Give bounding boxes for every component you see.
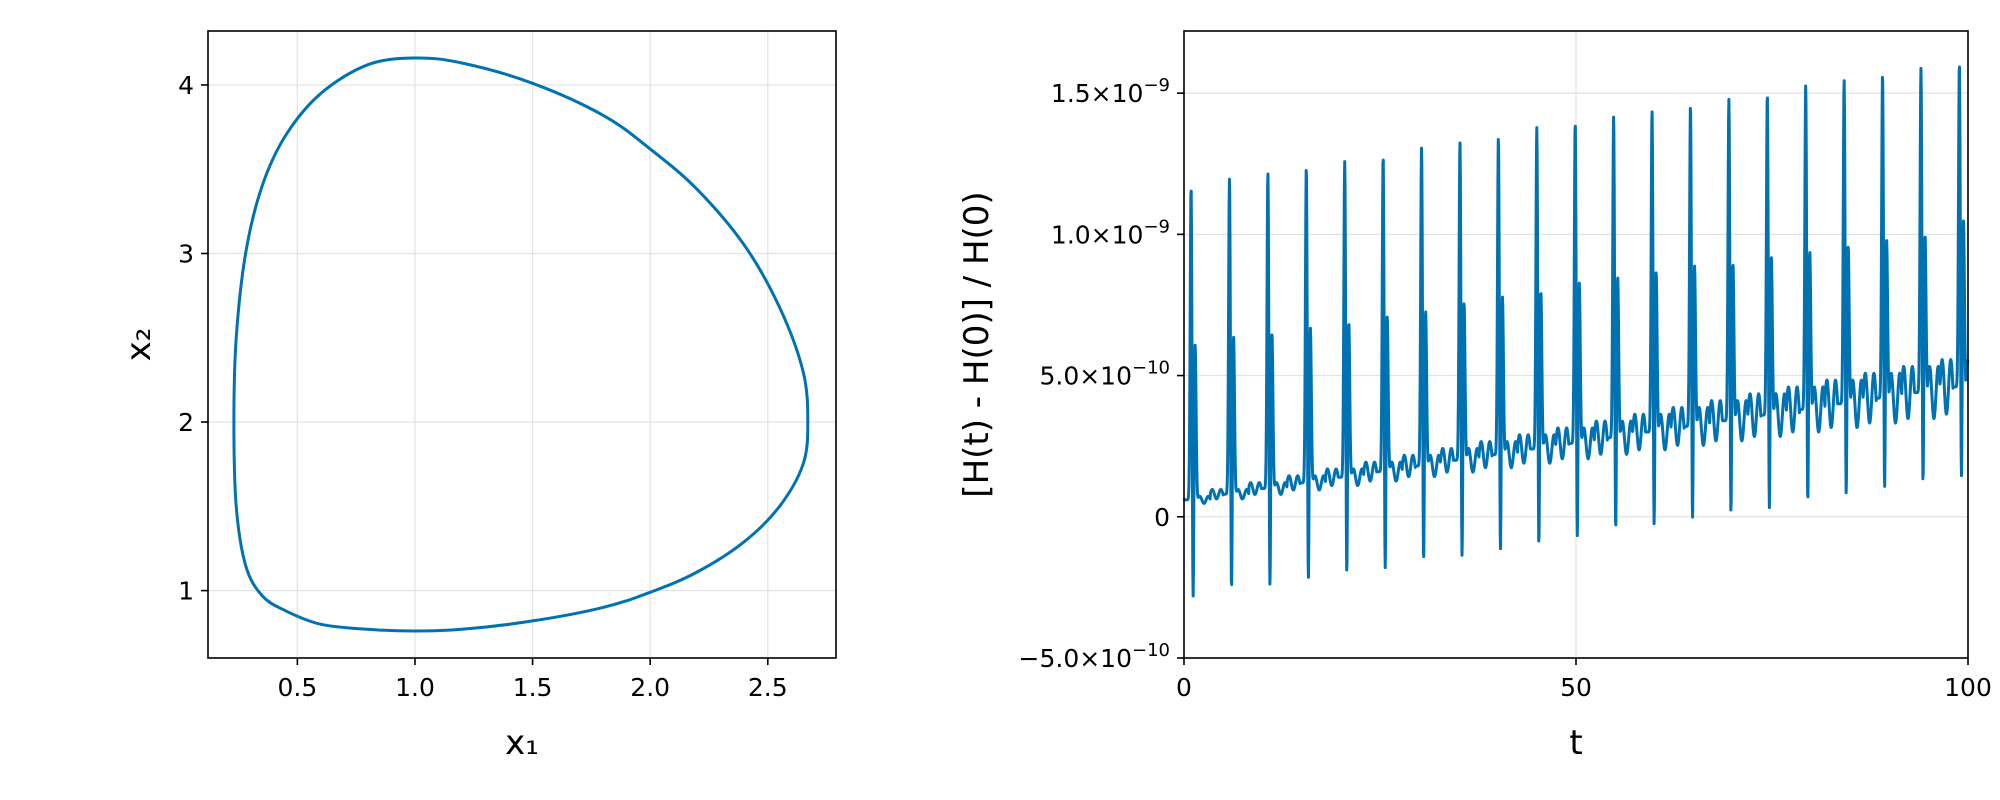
- x-tick-label: 2.0: [630, 673, 670, 702]
- y-tick-label: 2: [178, 408, 194, 437]
- x-tick-label: 2.5: [748, 673, 788, 702]
- energy-error-ticks: 0 50 100−5.0×10−1005.0×10−101.0×10−91.5×10…: [1019, 75, 1992, 702]
- phase-orbit-line: [232, 56, 810, 633]
- energy-error-panel: 0 50 100−5.0×10−1005.0×10−101.0×10−91.5×10…: [957, 30, 1992, 763]
- y-tick-label: 0: [1154, 503, 1170, 532]
- x-axis-label: t: [1569, 723, 1582, 763]
- phase-plot-frame: [207, 30, 837, 659]
- y-tick-label: −5.0×10−10: [1019, 640, 1170, 673]
- x-tick-label: 50: [1560, 673, 1592, 702]
- x-tick-label: 0: [1176, 673, 1192, 702]
- phase-plot-ticks: 0.5 1.0 1.5 2.0 2.5 1 2 3 4: [178, 71, 788, 702]
- y-tick-label: 4: [178, 71, 194, 100]
- y-tick-label: 1: [178, 577, 194, 606]
- phase-plot-grid: [208, 31, 836, 658]
- y-tick-label: 3: [178, 239, 194, 268]
- phase-plot-panel: 0.5 1.0 1.5 2.0 2.5 1 2 3 4 x₁ x₂: [119, 30, 837, 763]
- y-tick-label: 1.5×10−9: [1051, 75, 1170, 108]
- y-tick-label: 1.0×10−9: [1051, 216, 1170, 249]
- y-axis-label: [H(t) - H(0)] / H(0): [957, 191, 997, 497]
- y-axis-label: x₂: [119, 328, 159, 362]
- x-tick-label: 1.0: [395, 673, 435, 702]
- energy-error-line: [1182, 65, 1970, 598]
- x-tick-label: 100: [1944, 673, 1992, 702]
- x-tick-label: 1.5: [513, 673, 553, 702]
- x-tick-label: 0.5: [277, 673, 317, 702]
- x-axis-label: x₁: [505, 723, 539, 763]
- y-tick-label: 5.0×10−10: [1039, 358, 1170, 391]
